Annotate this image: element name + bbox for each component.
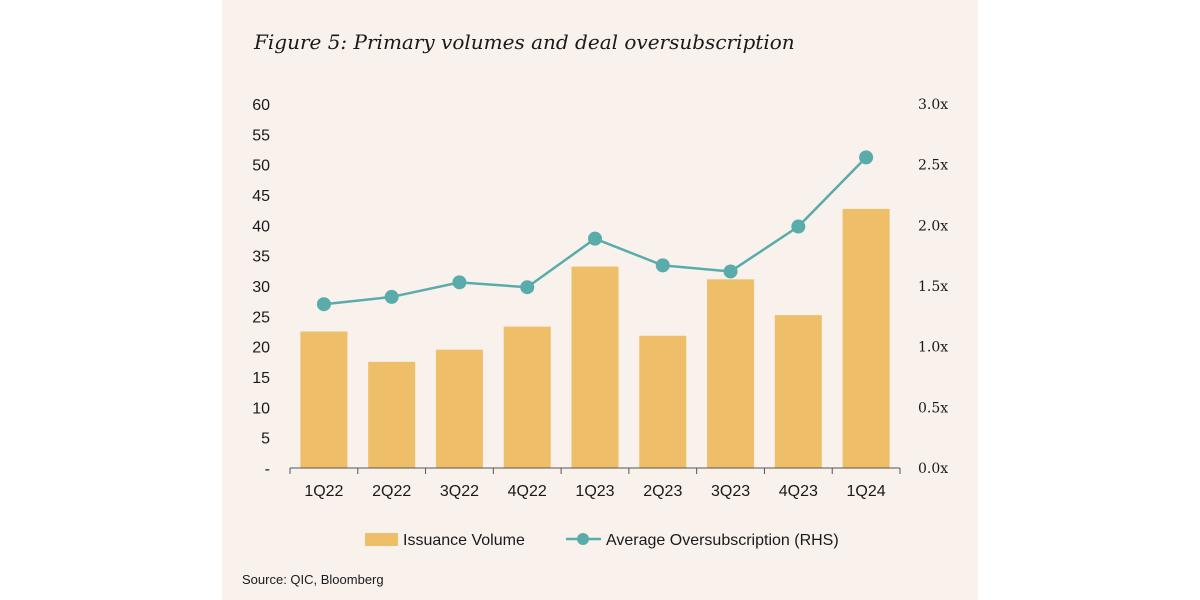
bar-3q22 [435,349,483,468]
y-right-tick-label: 0.0x [918,461,948,477]
y-right-tick-label: 1.0x [918,340,948,356]
y-right-tick-label: 3.0x [918,97,948,113]
x-tick-label: 2Q22 [372,483,411,500]
oversubscription-point-2q23 [655,258,670,273]
y-left-tick-label: 60 [252,97,270,114]
bar-1q22 [300,331,348,468]
x-tick-label: 3Q23 [711,483,750,500]
x-tick-label: 1Q22 [304,483,343,500]
bar-2q23 [639,335,687,468]
legend: Issuance Volume Average Oversubscription… [365,532,839,549]
y-left-tick-label: - [265,461,270,478]
y-left-tick-label: 45 [252,188,270,205]
y-left-tick-label: 40 [252,218,270,235]
bar-1q23 [571,266,619,468]
oversubscription-point-3q22 [452,275,467,290]
x-tick-label: 4Q22 [508,483,547,500]
bar-3q23 [707,279,755,468]
legend-label-issuance-volume: Issuance Volume [403,532,525,549]
legend-marker-oversubscription [577,533,589,545]
bar-4q23 [774,315,822,468]
y-right-tick-label: 2.5x [918,158,948,174]
x-tick-label: 1Q23 [575,483,614,500]
x-tick-label: 2Q23 [643,483,682,500]
y-left-tick-label: 30 [252,279,270,296]
bar-4q22 [503,326,551,468]
bar-1q24 [842,208,890,468]
y-left-tick-label: 15 [252,370,270,387]
oversubscription-point-1q23 [588,231,602,246]
y-left-tick-label: 20 [252,340,270,357]
y-right-tick-label: 2.0x [918,218,948,234]
oversubscription-point-3q23 [723,264,738,279]
legend-label-oversubscription: Average Oversubscription (RHS) [606,532,839,549]
y-right-tick-label: 1.5x [918,279,948,295]
oversubscription-point-2q22 [384,289,399,304]
chart-title: Figure 5: Primary volumes and deal overs… [254,30,795,54]
oversubscription-point-4q23 [791,219,806,234]
y-left-tick-label: 10 [252,400,270,417]
oversubscription-point-1q22 [316,297,331,312]
y-right-tick-label: 0.5x [918,400,948,416]
x-tick-label: 4Q23 [779,483,818,500]
y-left-tick-label: 5 [261,431,270,448]
oversubscription-point-4q22 [520,280,535,295]
x-tick-label: 1Q24 [847,483,886,500]
source-note: Source: QIC, Bloomberg [242,572,384,587]
y-left-tick-label: 35 [252,249,270,266]
y-left-tick-label: 25 [252,309,270,326]
oversubscription-point-1q24 [859,150,874,165]
y-left-tick-label: 55 [252,127,270,144]
bar-2q22 [368,361,416,468]
y-left-tick-label: 50 [252,158,270,175]
legend-swatch-issuance-volume [365,533,398,546]
x-tick-label: 3Q22 [440,483,479,500]
